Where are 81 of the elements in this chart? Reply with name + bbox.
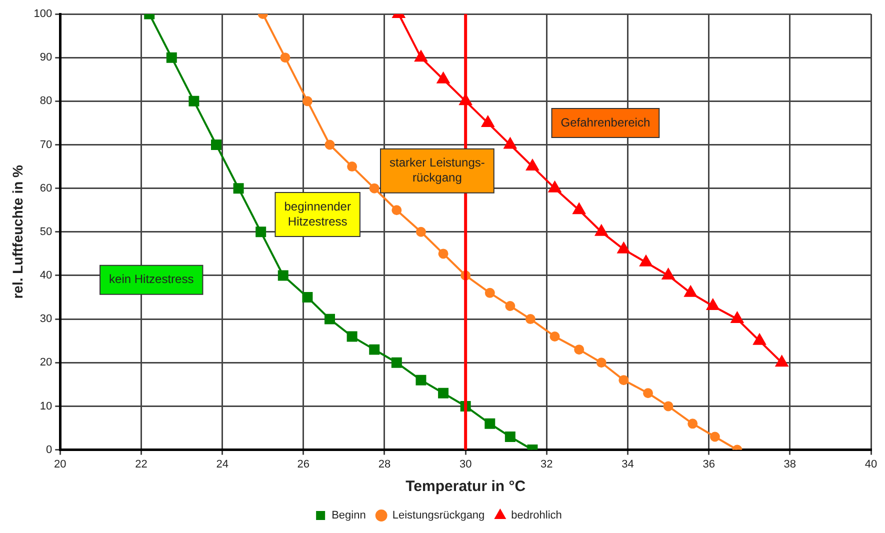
point [414, 50, 428, 62]
y-tick-label: 0 [46, 444, 52, 456]
point [731, 312, 744, 324]
point [706, 298, 720, 310]
y-tick-label: 60 [40, 182, 52, 194]
x-tick-label: 40 [864, 458, 878, 470]
point [618, 375, 629, 386]
point [526, 160, 539, 171]
point [776, 356, 788, 367]
point [233, 183, 244, 194]
point [662, 268, 674, 280]
point [550, 331, 560, 342]
point [548, 181, 561, 192]
point [324, 140, 335, 150]
point [753, 334, 766, 345]
y-axis-title: rel. Luftfeuchte in % [9, 164, 26, 299]
point [438, 248, 448, 259]
point [482, 116, 494, 127]
y-tick-label: 100 [34, 8, 52, 20]
x-tick-label: 28 [378, 458, 391, 470]
annotation: beginnender Hitzestress [284, 199, 351, 228]
point [438, 388, 449, 398]
point [484, 288, 495, 298]
x-tick-label: 36 [702, 458, 715, 470]
annotation: starker Leistungs- rückgang [390, 156, 485, 185]
point [437, 72, 450, 84]
point [596, 358, 606, 368]
legend-label: Leistungsrückgang [392, 510, 485, 522]
point [617, 242, 630, 254]
y-tick-label: 80 [40, 95, 52, 108]
point [504, 431, 516, 442]
x-tick-label: 34 [622, 458, 634, 470]
annotation: kein Hitzestress [109, 272, 194, 286]
x-axis-title: Temperatur in °C [406, 478, 526, 496]
point [663, 401, 674, 412]
legend-label: Beginn [332, 510, 366, 522]
point [302, 96, 312, 106]
point [369, 183, 380, 194]
point [347, 162, 358, 172]
point [302, 292, 313, 303]
x-tick-label: 24 [216, 458, 228, 470]
x-tick-label: 22 [135, 458, 148, 470]
annotation: Gefahrenbereich [560, 115, 650, 130]
point [643, 388, 654, 398]
point [256, 226, 266, 238]
y-tick-label: 90 [40, 52, 52, 64]
x-tick-label: 26 [297, 458, 310, 470]
point [684, 286, 697, 297]
legend-label: bedrohlich [511, 510, 562, 522]
x-tick-label: 30 [459, 458, 472, 470]
point [391, 357, 402, 368]
y-tick-label: 50 [40, 226, 52, 238]
x-tick-label: 32 [540, 458, 553, 470]
point [484, 418, 496, 429]
y-tick-label: 40 [40, 270, 52, 282]
point [525, 314, 536, 324]
point [369, 344, 380, 355]
point [211, 140, 222, 150]
x-tick-label: 20 [54, 458, 66, 470]
point [574, 344, 584, 355]
y-tick-label: 10 [40, 400, 52, 412]
point [416, 374, 426, 386]
y-tick-label: 30 [40, 313, 52, 326]
point [572, 203, 586, 214]
point [392, 205, 402, 216]
point [416, 226, 426, 237]
y-tick-label: 20 [40, 356, 52, 369]
y-tick-label: 70 [40, 138, 52, 151]
point [595, 224, 608, 236]
point [188, 96, 200, 106]
point [280, 52, 290, 63]
point [324, 314, 336, 324]
point [346, 331, 358, 342]
x-tick-label: 38 [784, 458, 796, 470]
point [504, 138, 516, 149]
point [710, 432, 720, 442]
point [166, 52, 177, 63]
point [640, 255, 652, 266]
point [505, 300, 516, 311]
point [278, 270, 288, 281]
point [688, 418, 698, 429]
